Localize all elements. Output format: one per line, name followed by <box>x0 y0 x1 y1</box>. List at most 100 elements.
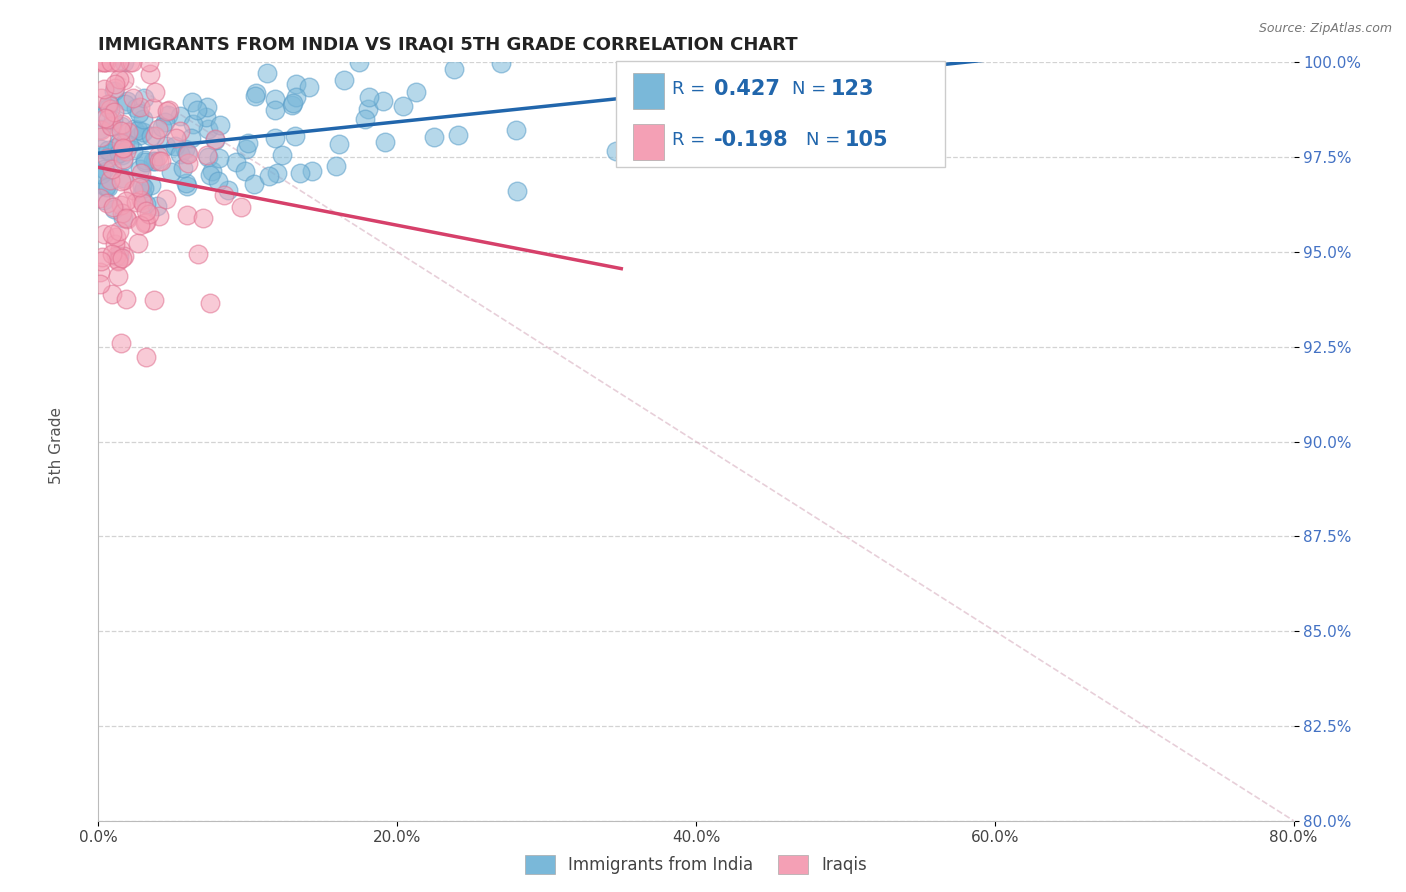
Point <box>89 122 111 136</box>
Point <box>271 147 294 161</box>
Point <box>101 113 124 128</box>
Point <box>125 194 148 209</box>
Point <box>104 77 127 91</box>
Point <box>117 125 139 139</box>
Point <box>163 139 186 153</box>
Point <box>176 145 198 160</box>
Point <box>208 151 231 165</box>
Point <box>108 72 131 87</box>
Point <box>91 250 114 264</box>
Point <box>97 96 120 111</box>
Text: R =: R = <box>672 131 711 149</box>
Point <box>156 104 179 119</box>
Point <box>165 131 187 145</box>
Point <box>605 144 627 158</box>
Point <box>491 56 513 70</box>
Point <box>443 62 465 76</box>
Point <box>90 167 112 181</box>
Point <box>204 133 226 147</box>
Point <box>354 112 377 126</box>
Point <box>194 110 217 124</box>
Point <box>90 254 112 268</box>
Point <box>392 99 415 113</box>
Point <box>135 197 157 211</box>
Point <box>290 166 312 180</box>
Point <box>128 100 150 114</box>
Point <box>110 136 132 151</box>
Point <box>108 243 131 257</box>
Point <box>111 153 134 168</box>
Point <box>134 91 156 105</box>
Point <box>447 128 470 142</box>
Point <box>131 166 153 180</box>
Point <box>127 123 149 137</box>
Point <box>101 162 124 177</box>
Point <box>150 153 173 168</box>
Point <box>108 55 131 70</box>
Point <box>235 142 257 156</box>
Point <box>169 123 191 137</box>
Point <box>112 72 135 87</box>
Point <box>134 153 156 168</box>
Point <box>90 122 112 136</box>
Point <box>422 129 444 144</box>
Point <box>143 293 166 307</box>
Point <box>115 292 138 306</box>
Point <box>114 55 136 70</box>
Point <box>128 162 150 177</box>
Point <box>121 91 143 105</box>
Point <box>129 219 152 233</box>
Text: 0.427: 0.427 <box>714 79 780 99</box>
Point <box>160 164 183 178</box>
Point <box>105 249 128 263</box>
Point <box>111 211 134 226</box>
Point <box>148 153 170 168</box>
Point <box>97 143 120 157</box>
Point <box>100 172 122 186</box>
Point <box>173 142 195 156</box>
Point <box>121 183 143 197</box>
Point <box>506 185 529 199</box>
Point <box>115 144 138 158</box>
Point <box>143 128 166 143</box>
Point <box>204 132 226 146</box>
Point <box>243 88 266 103</box>
Point <box>89 55 111 70</box>
Point <box>135 203 157 218</box>
Point <box>89 277 111 292</box>
Point <box>132 180 155 194</box>
Point <box>105 140 128 154</box>
Point <box>112 170 135 185</box>
Point <box>301 164 323 178</box>
Point <box>264 93 287 107</box>
Text: R =: R = <box>672 80 711 98</box>
Point <box>129 193 152 207</box>
Text: 123: 123 <box>831 79 875 99</box>
Point <box>103 84 125 98</box>
Point <box>266 166 288 180</box>
Point <box>127 236 149 251</box>
Point <box>104 229 127 244</box>
Point <box>98 102 121 116</box>
Point <box>195 148 218 162</box>
Point <box>245 86 267 100</box>
Point <box>117 212 139 227</box>
Point <box>146 199 169 213</box>
Point <box>111 141 134 155</box>
Point <box>138 206 160 220</box>
Legend: Immigrants from India, Iraqis: Immigrants from India, Iraqis <box>517 848 875 880</box>
Point <box>94 111 117 125</box>
Point <box>91 110 114 124</box>
Point <box>110 198 132 212</box>
Point <box>181 117 204 131</box>
Point <box>200 296 222 310</box>
Point <box>110 119 132 133</box>
Point <box>94 164 117 178</box>
Point <box>100 55 122 70</box>
Point <box>90 130 112 145</box>
Point <box>107 249 129 263</box>
Point <box>225 155 247 169</box>
Point <box>90 142 112 156</box>
Point <box>132 195 155 210</box>
Point <box>195 99 218 113</box>
